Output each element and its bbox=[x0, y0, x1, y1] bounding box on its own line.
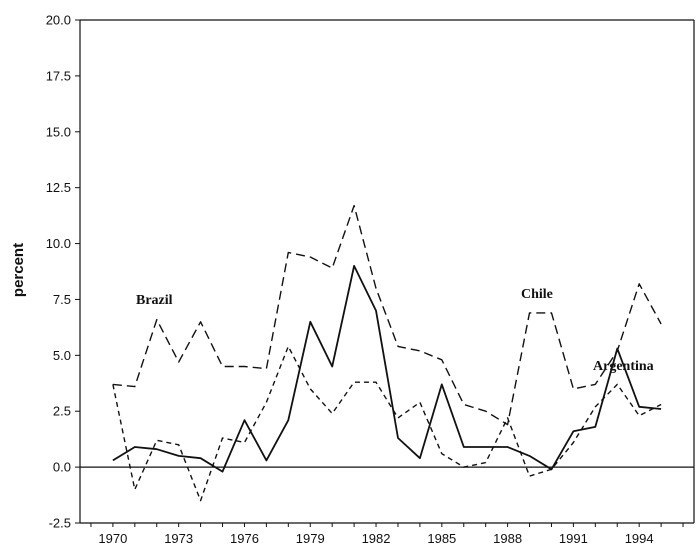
series-line-chile bbox=[112, 204, 662, 426]
plot-frame bbox=[79, 19, 695, 524]
x-tick-label: 1982 bbox=[362, 531, 391, 546]
y-axis-label: percent bbox=[10, 243, 27, 297]
series-line-argentina bbox=[112, 264, 662, 473]
y-tick-label: 10.0 bbox=[46, 236, 71, 251]
x-tick-label: 1970 bbox=[98, 531, 127, 546]
y-tick-label: 20.0 bbox=[46, 13, 71, 28]
y-tick-label: 0.0 bbox=[53, 460, 71, 475]
y-tick-label: 2.5 bbox=[53, 404, 71, 419]
x-tick-label: 1976 bbox=[230, 531, 259, 546]
x-tick-label: 1979 bbox=[296, 531, 325, 546]
y-tick-label: 5.0 bbox=[53, 348, 71, 363]
y-tick-label: 17.5 bbox=[46, 68, 71, 83]
y-tick-label: 7.5 bbox=[53, 292, 71, 307]
x-tick-label: 1991 bbox=[559, 531, 588, 546]
x-tick-label: 1994 bbox=[625, 531, 654, 546]
x-tick-label: 1985 bbox=[427, 531, 456, 546]
x-axis: 1970 1973 1976 1979 1982 1985 1988 1991 1994 bbox=[90, 523, 684, 546]
x-tick-label: 1973 bbox=[164, 531, 193, 546]
label-chile: Chile bbox=[521, 287, 553, 302]
series-lines bbox=[112, 204, 662, 502]
label-argentina: Argentina bbox=[593, 359, 654, 374]
y-tick-label: 15.0 bbox=[46, 124, 71, 139]
y-tick-label: 12.5 bbox=[46, 180, 71, 195]
x-tick-label: 1988 bbox=[493, 531, 522, 546]
series-line-brazil bbox=[112, 345, 662, 502]
label-brazil: Brazil bbox=[136, 293, 173, 308]
y-tick-label: -2.5 bbox=[49, 516, 71, 531]
y-axis: -2.5 0.0 2.5 5.0 7.5 10.0 12.5 15.0 17.5 20.0 bbox=[46, 13, 80, 531]
